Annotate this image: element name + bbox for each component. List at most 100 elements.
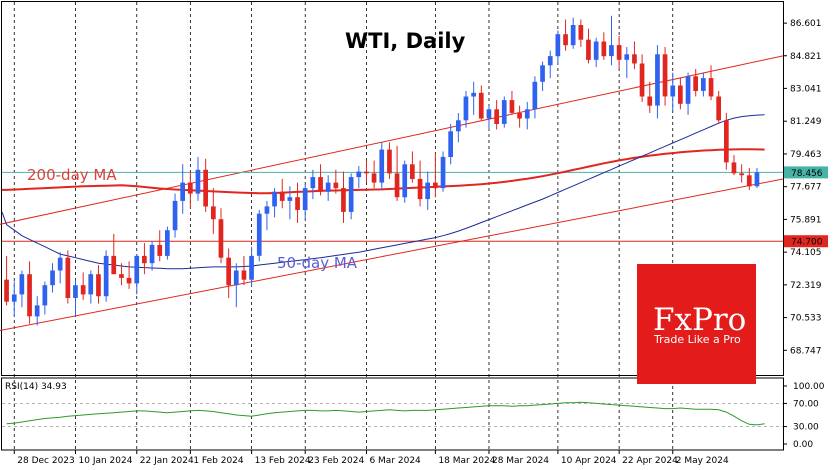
candle-body bbox=[417, 178, 423, 200]
candle bbox=[586, 28, 591, 64]
candle bbox=[65, 250, 71, 304]
candle bbox=[233, 263, 239, 308]
candle bbox=[119, 263, 124, 286]
chart-title: WTI, Daily bbox=[345, 29, 466, 53]
candle bbox=[203, 158, 208, 212]
candle bbox=[578, 19, 584, 47]
x-tick-label: 22 Apr 2024 bbox=[622, 456, 678, 466]
candle-body bbox=[509, 100, 515, 113]
candle bbox=[371, 160, 377, 189]
candle-body bbox=[724, 120, 729, 163]
candle-body bbox=[19, 274, 25, 295]
candle bbox=[310, 169, 316, 200]
candle-body bbox=[387, 149, 392, 174]
candle-body bbox=[655, 54, 660, 106]
candle-body bbox=[478, 92, 484, 119]
candle-body bbox=[180, 182, 185, 201]
candle bbox=[754, 167, 760, 189]
candle-body bbox=[371, 173, 377, 183]
candle bbox=[256, 210, 262, 262]
candle-body bbox=[486, 109, 492, 119]
candle bbox=[670, 72, 676, 112]
candle bbox=[731, 155, 737, 176]
rsi-label: RSI(14) 34.93 bbox=[5, 382, 67, 392]
candle-body bbox=[402, 164, 408, 198]
candle-body bbox=[88, 274, 94, 295]
candle-body bbox=[165, 230, 170, 256]
candle-body bbox=[410, 164, 415, 179]
y-tick-label: 74.105 bbox=[790, 248, 822, 258]
candle-body bbox=[195, 169, 201, 194]
candle-body bbox=[379, 149, 385, 183]
candle-body bbox=[333, 182, 339, 189]
candle bbox=[593, 37, 599, 68]
rsi-tick-label: 70.00 bbox=[793, 399, 819, 409]
candle bbox=[616, 35, 622, 69]
candle-body bbox=[540, 65, 545, 82]
candle bbox=[287, 186, 293, 220]
candle-body bbox=[754, 172, 760, 187]
x-tick-label: 1 Feb 2024 bbox=[193, 456, 244, 466]
candle bbox=[739, 164, 744, 183]
candle-body bbox=[188, 182, 193, 194]
candle-body bbox=[471, 92, 476, 97]
candle bbox=[394, 145, 400, 201]
candle bbox=[241, 255, 247, 286]
x-tick-label: 6 Mar 2024 bbox=[369, 456, 421, 466]
candle bbox=[639, 54, 645, 102]
candle-body bbox=[34, 305, 40, 317]
support-level-label: 74.700 bbox=[791, 238, 823, 248]
x-tick-label: 2 May 2024 bbox=[676, 456, 729, 466]
candle-body bbox=[4, 279, 9, 302]
y-tick-label: 81.249 bbox=[790, 117, 822, 127]
candle-body bbox=[310, 177, 316, 189]
candle bbox=[333, 169, 339, 194]
candle-body bbox=[73, 285, 78, 298]
candle bbox=[463, 90, 469, 128]
y-tick-label: 77.677 bbox=[790, 183, 822, 193]
candle-body bbox=[302, 188, 308, 211]
candle bbox=[226, 248, 231, 299]
fxpro-logo-tagline: Trade Like a Pro bbox=[653, 333, 741, 346]
x-tick-label: 13 Feb 2024 bbox=[255, 456, 311, 466]
candle-body bbox=[685, 76, 691, 104]
candle-body bbox=[678, 85, 683, 104]
candle bbox=[50, 263, 55, 293]
candle bbox=[440, 151, 446, 192]
fxpro-logo-name: FxPro bbox=[653, 302, 746, 338]
candle-body bbox=[563, 34, 568, 46]
rsi-pane-frame bbox=[1, 377, 784, 451]
candle bbox=[364, 160, 369, 183]
candle-body bbox=[96, 274, 101, 297]
candle-body bbox=[264, 206, 270, 214]
candle-body bbox=[716, 96, 721, 121]
candle-body bbox=[80, 285, 86, 295]
candle-body bbox=[325, 182, 331, 192]
rsi-tick-label: 0.00 bbox=[793, 440, 813, 450]
ma200-label: 200-day MA bbox=[27, 166, 117, 184]
candle-body bbox=[119, 274, 124, 278]
candle bbox=[685, 72, 691, 115]
candle-body bbox=[586, 39, 591, 60]
candle bbox=[448, 123, 453, 165]
candle-body bbox=[670, 85, 676, 97]
candle-body bbox=[547, 56, 553, 66]
candle-body bbox=[708, 78, 714, 97]
candle bbox=[80, 272, 86, 300]
candle bbox=[295, 182, 300, 223]
support-level-badge bbox=[784, 235, 828, 248]
current-price-label: 78.456 bbox=[791, 169, 823, 179]
candle bbox=[693, 68, 698, 97]
candle-body bbox=[233, 270, 239, 286]
candle-body bbox=[318, 177, 323, 192]
candle-body bbox=[211, 206, 216, 220]
candle-body bbox=[739, 173, 744, 176]
candle bbox=[88, 270, 94, 304]
candle bbox=[509, 90, 515, 115]
candle bbox=[601, 32, 607, 60]
candle-body bbox=[701, 78, 706, 91]
candle bbox=[165, 226, 170, 260]
candle bbox=[111, 233, 117, 275]
candle-body bbox=[272, 191, 277, 207]
